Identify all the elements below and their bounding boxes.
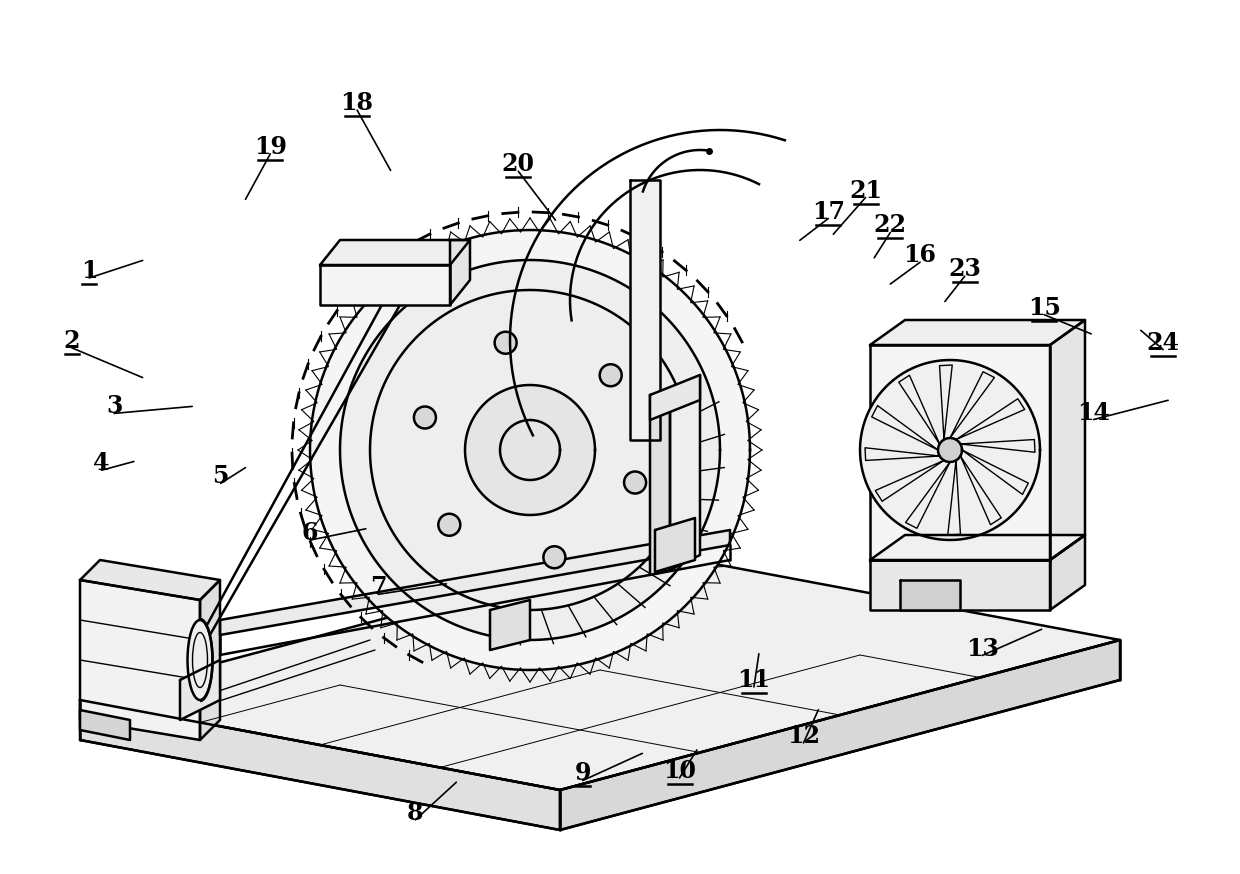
Ellipse shape: [543, 546, 565, 568]
Text: 19: 19: [254, 135, 286, 159]
Polygon shape: [560, 640, 1120, 830]
Polygon shape: [655, 518, 694, 572]
Polygon shape: [320, 265, 450, 305]
Text: 10: 10: [663, 759, 696, 783]
Text: 24: 24: [1147, 330, 1179, 355]
Ellipse shape: [187, 620, 212, 700]
Text: 1: 1: [81, 259, 98, 283]
Text: 14: 14: [1078, 400, 1110, 425]
Polygon shape: [320, 240, 470, 265]
Polygon shape: [870, 320, 1085, 345]
Text: 8: 8: [407, 801, 424, 825]
Polygon shape: [650, 390, 670, 575]
Text: 5: 5: [212, 464, 229, 489]
Text: 2: 2: [63, 329, 81, 353]
Polygon shape: [81, 710, 130, 740]
Polygon shape: [870, 560, 1050, 610]
Text: 11: 11: [738, 668, 770, 692]
Circle shape: [861, 360, 1040, 540]
Text: 13: 13: [966, 636, 998, 661]
Text: 3: 3: [105, 394, 123, 419]
Polygon shape: [870, 535, 1085, 560]
Ellipse shape: [414, 406, 436, 428]
Circle shape: [310, 230, 750, 670]
Text: 18: 18: [341, 91, 373, 115]
Polygon shape: [630, 180, 660, 440]
Text: 17: 17: [812, 199, 844, 224]
Text: 15: 15: [1028, 295, 1060, 320]
Text: 4: 4: [93, 451, 110, 475]
Text: 12: 12: [787, 724, 820, 748]
Polygon shape: [450, 240, 470, 305]
Ellipse shape: [438, 514, 460, 536]
Polygon shape: [1050, 320, 1085, 560]
Polygon shape: [180, 660, 219, 720]
Polygon shape: [200, 580, 219, 740]
Text: 22: 22: [874, 213, 906, 238]
Polygon shape: [81, 550, 1120, 790]
Ellipse shape: [624, 471, 646, 494]
Polygon shape: [650, 375, 701, 420]
Polygon shape: [81, 580, 200, 740]
Polygon shape: [670, 375, 701, 570]
Polygon shape: [81, 560, 219, 600]
Circle shape: [340, 260, 720, 640]
Text: 6: 6: [301, 521, 319, 545]
Text: 7: 7: [370, 575, 387, 600]
Ellipse shape: [600, 364, 621, 386]
Polygon shape: [1050, 535, 1085, 610]
Text: 20: 20: [502, 152, 534, 177]
Circle shape: [937, 438, 962, 462]
Circle shape: [465, 385, 595, 515]
Polygon shape: [900, 580, 960, 610]
Text: 9: 9: [574, 761, 591, 786]
Ellipse shape: [495, 332, 517, 354]
Text: 21: 21: [849, 178, 882, 203]
Polygon shape: [81, 700, 560, 830]
Text: 16: 16: [904, 243, 936, 267]
Polygon shape: [490, 600, 529, 650]
Polygon shape: [870, 345, 1050, 560]
Polygon shape: [219, 530, 730, 635]
Text: 23: 23: [949, 257, 981, 281]
